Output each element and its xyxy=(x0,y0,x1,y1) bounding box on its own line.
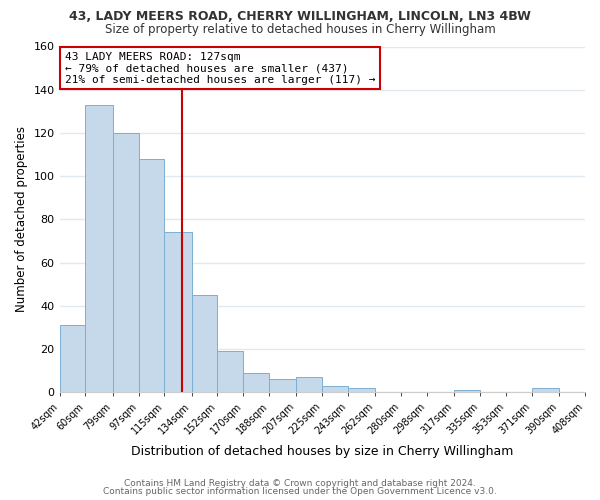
Bar xyxy=(322,386,348,392)
Text: 43, LADY MEERS ROAD, CHERRY WILLINGHAM, LINCOLN, LN3 4BW: 43, LADY MEERS ROAD, CHERRY WILLINGHAM, … xyxy=(69,10,531,23)
Text: 43 LADY MEERS ROAD: 127sqm
← 79% of detached houses are smaller (437)
21% of sem: 43 LADY MEERS ROAD: 127sqm ← 79% of deta… xyxy=(65,52,375,85)
Text: Contains HM Land Registry data © Crown copyright and database right 2024.: Contains HM Land Registry data © Crown c… xyxy=(124,478,476,488)
Bar xyxy=(113,133,139,392)
Bar xyxy=(85,105,113,392)
X-axis label: Distribution of detached houses by size in Cherry Willingham: Distribution of detached houses by size … xyxy=(131,444,514,458)
Bar xyxy=(532,388,559,392)
Bar xyxy=(164,232,191,392)
Bar xyxy=(191,295,217,392)
Y-axis label: Number of detached properties: Number of detached properties xyxy=(15,126,28,312)
Bar xyxy=(348,388,376,392)
Bar xyxy=(139,159,164,392)
Bar xyxy=(296,377,322,392)
Bar xyxy=(217,351,244,392)
Bar xyxy=(59,325,85,392)
Bar xyxy=(244,372,269,392)
Text: Size of property relative to detached houses in Cherry Willingham: Size of property relative to detached ho… xyxy=(104,22,496,36)
Bar xyxy=(454,390,480,392)
Bar xyxy=(269,379,296,392)
Text: Contains public sector information licensed under the Open Government Licence v3: Contains public sector information licen… xyxy=(103,487,497,496)
